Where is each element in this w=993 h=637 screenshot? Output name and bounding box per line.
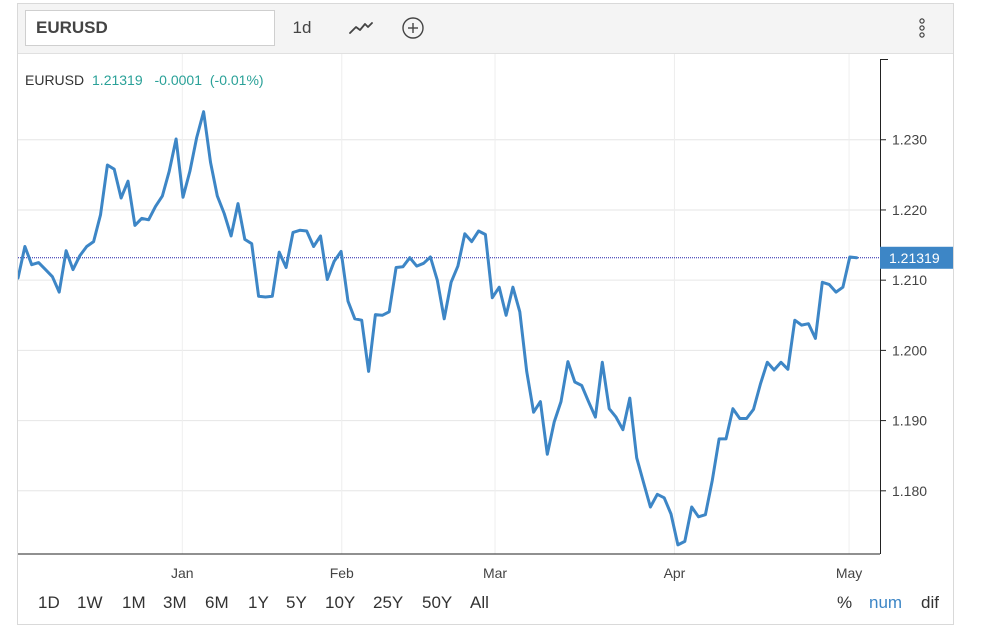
range-button-3m[interactable]: 3M [163,593,187,612]
range-selector: 1D 1W 1M 3M 6M 1Y 5Y 10Y 25Y 50Y All [18,589,953,619]
x-tick-label: May [836,565,862,581]
y-tick-label: 1.230 [892,132,927,148]
x-tick-label: Feb [330,565,354,581]
range-button-50y[interactable]: 50Y [422,593,453,612]
x-tick-label: Apr [664,565,686,581]
price-tag-label: 1.21319 [889,250,940,266]
mode-button-num[interactable]: num [869,593,903,612]
chart-axis [18,59,888,555]
range-button-6m[interactable]: 6M [205,593,229,612]
range-button-1m[interactable]: 1M [122,593,146,612]
compare-button[interactable] [396,12,430,44]
vertical-ellipsis-icon [919,18,925,38]
interval-button[interactable]: 1d [292,18,312,37]
line-chart-icon [349,22,373,34]
range-button-all[interactable]: All [470,593,489,612]
legend-symbol: EURUSD [25,72,84,88]
more-options-button[interactable] [910,12,934,44]
x-tick-label: Mar [483,565,507,581]
range-button-1w[interactable]: 1W [77,593,103,612]
y-tick-label: 1.200 [892,342,927,358]
x-tick-label: Jan [171,565,194,581]
chart-grid [18,54,880,554]
mode-button-dif[interactable]: dif [921,593,939,612]
range-button-5y[interactable]: 5Y [286,593,307,612]
plus-circle-icon [402,17,424,39]
y-tick-label: 1.210 [892,272,927,288]
price-tag [880,246,953,269]
chart-toolbar: 1d [18,4,953,54]
legend-change: -0.0001 [155,72,203,88]
y-tick-label: 1.180 [892,483,927,499]
chart-type-button[interactable] [344,12,378,44]
legend-change-pct: (-0.01%) [210,72,264,88]
y-tick-label: 1.220 [892,202,927,218]
mode-button-percent[interactable]: % [837,593,853,612]
range-button-10y[interactable]: 10Y [325,593,356,612]
symbol-input[interactable] [25,10,275,46]
range-button-1d[interactable]: 1D [38,593,60,612]
y-tick-label: 1.190 [892,413,927,429]
price-tag-group: 1.21319 [880,246,953,269]
display-mode-selector: % num dif [18,589,953,619]
range-button-1y[interactable]: 1Y [248,593,269,612]
x-axis-labels: Jan Feb Mar Apr May [171,565,862,581]
range-button-25y[interactable]: 25Y [373,593,404,612]
price-line-series [18,110,859,547]
price-series-group [18,110,859,547]
chart-legend: EURUSD 1.21319 -0.0001 (-0.01%) [25,72,264,88]
price-chart[interactable]: Jan Feb Mar Apr May 1.180 1.190 1.200 1.210 1.22… [18,54,953,587]
legend-price: 1.21319 [92,72,143,88]
y-axis-labels: 1.180 1.190 1.200 1.210 1.220 1.230 [880,132,927,499]
